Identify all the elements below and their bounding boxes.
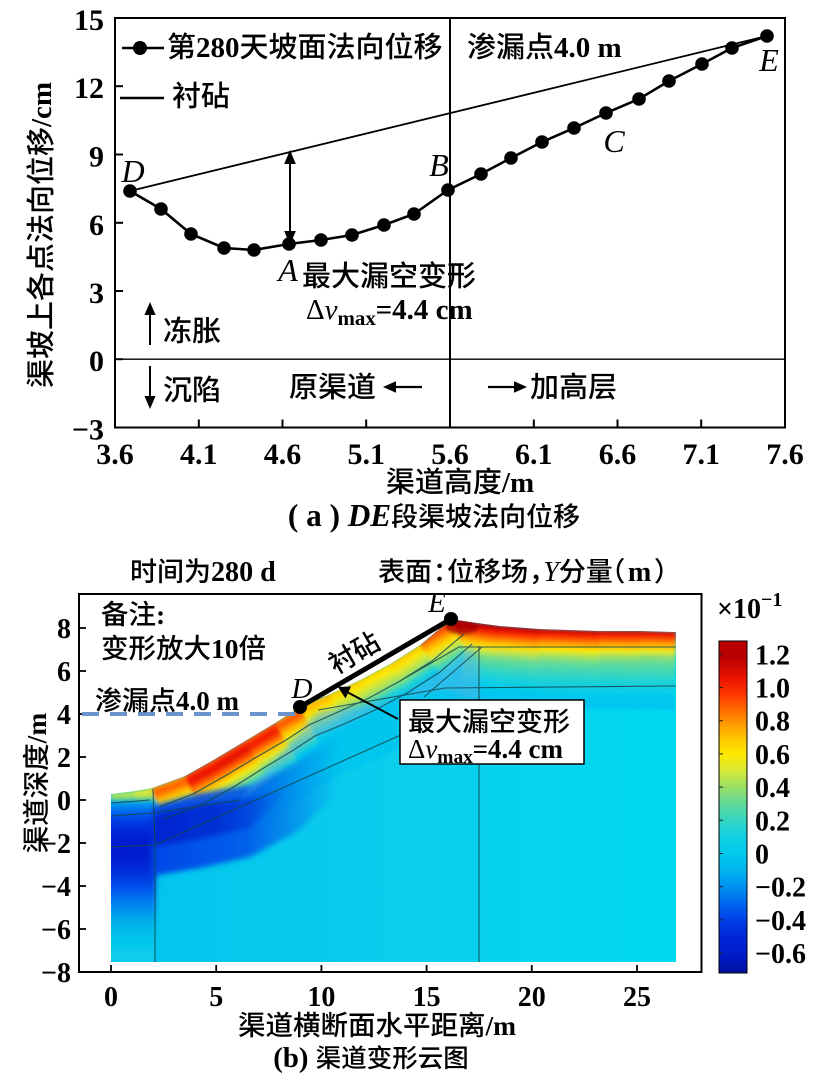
svg-text:9: 9 — [89, 141, 104, 174]
svg-text:0.4: 0.4 — [755, 773, 790, 804]
svg-text:/m: /m — [501, 467, 534, 499]
svg-text:10: 10 — [307, 982, 335, 1013]
svg-text:E: E — [427, 587, 446, 619]
svg-text:1.2: 1.2 — [755, 640, 790, 671]
svg-text:280 d: 280 d — [211, 557, 276, 588]
svg-text:0.6: 0.6 — [755, 740, 790, 771]
svg-text:B: B — [429, 147, 449, 183]
svg-text:Δ: Δ — [306, 294, 325, 326]
svg-text:8: 8 — [57, 614, 71, 645]
svg-text:v: v — [325, 294, 338, 326]
svg-text:0: 0 — [57, 786, 71, 817]
svg-text:0: 0 — [755, 840, 769, 871]
svg-text:3: 3 — [89, 277, 104, 310]
svg-text:−2: −2 — [41, 829, 71, 860]
svg-text:−0.6: −0.6 — [755, 939, 806, 970]
svg-text:7.6: 7.6 — [766, 438, 804, 471]
svg-text:( a ): ( a ) — [288, 498, 340, 533]
svg-text:280: 280 — [196, 32, 240, 64]
svg-text:(b): (b) — [273, 1042, 308, 1074]
svg-text:=4.4 cm: =4.4 cm — [473, 734, 564, 764]
svg-text:4: 4 — [57, 700, 71, 731]
svg-text:12: 12 — [74, 72, 104, 105]
svg-text:E: E — [758, 42, 779, 78]
svg-text:0.2: 0.2 — [755, 806, 790, 837]
svg-text:−0.4: −0.4 — [755, 906, 806, 937]
svg-text:1.0: 1.0 — [755, 674, 790, 705]
svg-text:A: A — [276, 252, 298, 288]
svg-text:5: 5 — [209, 982, 223, 1013]
svg-text:4.0 m: 4.0 m — [554, 32, 622, 64]
svg-text::: : — [156, 599, 165, 630]
svg-text:−0.2: −0.2 — [755, 873, 806, 904]
svg-text:5.6: 5.6 — [431, 438, 469, 471]
svg-text:max: max — [338, 306, 377, 330]
svg-text:Y: Y — [543, 557, 562, 588]
svg-text:/m: /m — [485, 1010, 517, 1041]
svg-text:v: v — [425, 734, 437, 764]
svg-text:max: max — [437, 747, 473, 768]
svg-text:0: 0 — [89, 345, 104, 378]
svg-text:6.6: 6.6 — [599, 438, 637, 471]
svg-text:−3: −3 — [72, 414, 104, 447]
svg-text:−6: −6 — [41, 915, 71, 946]
svg-text:Δ: Δ — [408, 734, 425, 764]
svg-text:C: C — [603, 123, 625, 159]
svg-text:4.0 m: 4.0 m — [176, 686, 240, 716]
svg-text:25: 25 — [623, 982, 651, 1013]
svg-text:2: 2 — [57, 743, 71, 774]
svg-text:=4.4 cm: =4.4 cm — [376, 294, 473, 326]
svg-text:6: 6 — [57, 657, 71, 688]
svg-text:6.1: 6.1 — [515, 438, 553, 471]
svg-text:0: 0 — [104, 982, 118, 1013]
svg-text:−8: −8 — [41, 958, 71, 989]
svg-text:×10−1: ×10−1 — [717, 589, 782, 625]
svg-text:DE: DE — [347, 498, 391, 533]
svg-text:D: D — [291, 673, 313, 705]
svg-text:15: 15 — [74, 4, 104, 37]
svg-text:5.1: 5.1 — [347, 438, 385, 471]
svg-text:20: 20 — [518, 982, 546, 1013]
svg-text:/cm: /cm — [26, 82, 58, 128]
svg-text:/m: /m — [21, 713, 52, 745]
svg-text:10: 10 — [211, 633, 239, 664]
svg-text:−4: −4 — [41, 872, 71, 903]
svg-text:7.1: 7.1 — [682, 438, 720, 471]
svg-text:6: 6 — [89, 209, 104, 242]
svg-text:4.6: 4.6 — [264, 438, 302, 471]
svg-text:15: 15 — [413, 982, 441, 1013]
svg-text:4.1: 4.1 — [180, 438, 218, 471]
svg-text:D: D — [120, 153, 144, 189]
svg-text:3.6: 3.6 — [96, 438, 134, 471]
svg-text:0.8: 0.8 — [755, 707, 790, 738]
svg-text:m: m — [628, 557, 651, 588]
